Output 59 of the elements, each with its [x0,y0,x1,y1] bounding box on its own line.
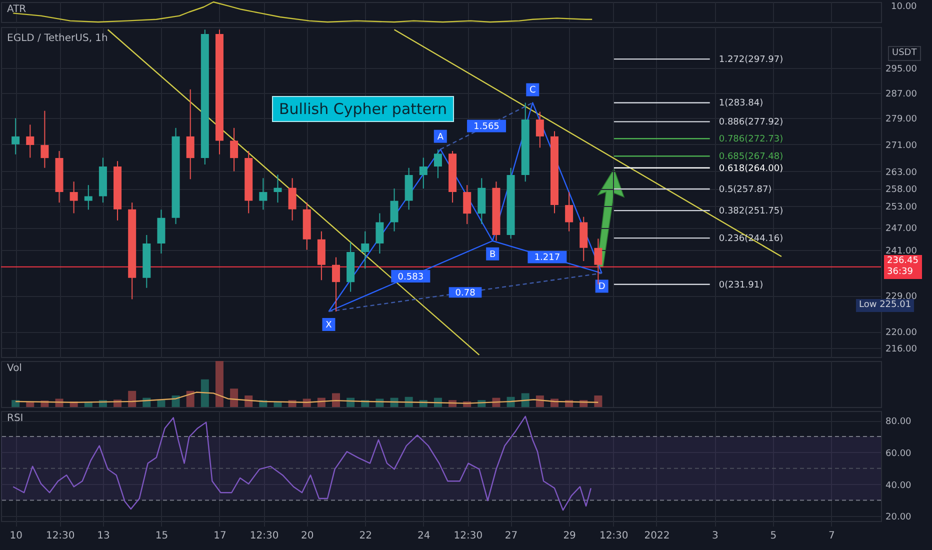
chart-title: RSI [7,413,24,424]
x-tick-label: 12:30 [250,530,279,542]
y-tick-label: 295.00 [886,64,918,75]
y-tick-label: 253.00 [886,202,918,213]
y-tick-label: 271.00 [886,140,918,151]
y-tick-label: 216.00 [886,344,918,355]
x-tick-label: 27 [504,530,518,542]
x-tick-label: 7 [828,530,835,542]
annotation: X [326,320,332,330]
x-tick-label: 2022 [644,530,670,542]
series-label: 0.618(264.00) [718,164,784,174]
y-tick-label: 40.00 [886,480,912,491]
y-tick-label: 241.00 [886,246,918,256]
annotation: 0.78 [455,288,476,298]
text: EGLD / TetherUS, 1h [7,33,108,44]
series-label: 0.886(277.92) [718,118,784,128]
text: 10.00 [890,1,918,14]
y-tick-label: 263.00 [886,168,918,178]
annotation: A [437,132,444,142]
y-tick-label: 60.00 [886,448,912,459]
x-tick-label: 22 [359,530,372,542]
annotation: D [598,282,606,292]
x-tick-label: 12:30 [454,530,483,542]
y-tick-label: 279.00 [886,114,918,125]
series-label: 0.382(251.75) [718,206,784,217]
annotation: B [489,250,496,260]
annotation: Low 225.01 [856,299,914,312]
y-tick-label: 247.00 [886,224,918,234]
series-label: 0(231.91) [718,280,764,290]
annotation: 0.583 [398,272,424,282]
y-tick-label: 80.00 [886,417,912,428]
x-tick-label: 5 [770,530,777,542]
x-tick-label: 24 [418,530,430,542]
series-label: 1.272(297.97) [718,55,784,66]
y-tick-label: 258.00 [886,185,918,196]
x-tick-label: 12:30 [46,530,75,542]
series-label: 0.5(257.87) [718,184,772,195]
y-tick-label: 220.00 [886,328,918,338]
x-tick-label: 12:30 [599,530,628,542]
annotation: 1.565 [474,122,500,132]
ref-line-label: 236.45 36:39 [884,254,922,279]
x-tick-label: 10 [10,530,22,542]
chart-title: Vol [7,363,22,374]
y-tick-label: 287.00 [886,89,918,100]
x-tick-label: 29 [563,530,576,542]
series-label: 1(283.84) [718,98,764,109]
x-tick-label: 13 [97,530,110,542]
x-tick-label: 15 [155,530,168,542]
y-tick-label: 20.00 [886,512,912,523]
x-tick-label: 3 [712,530,718,542]
annotation: C [529,86,536,96]
annotation: 1.217 [534,253,560,264]
x-tick-label: 17 [214,530,226,542]
series-label: 0.685(267.48) [718,152,784,162]
series-label: 0.786(272.73) [718,134,784,145]
y-axis-title: USDT [888,46,921,61]
chart-title: ATR [7,4,26,15]
annotation: Bullish Cypher pattern [272,96,454,122]
x-tick-label: 20 [301,530,314,542]
